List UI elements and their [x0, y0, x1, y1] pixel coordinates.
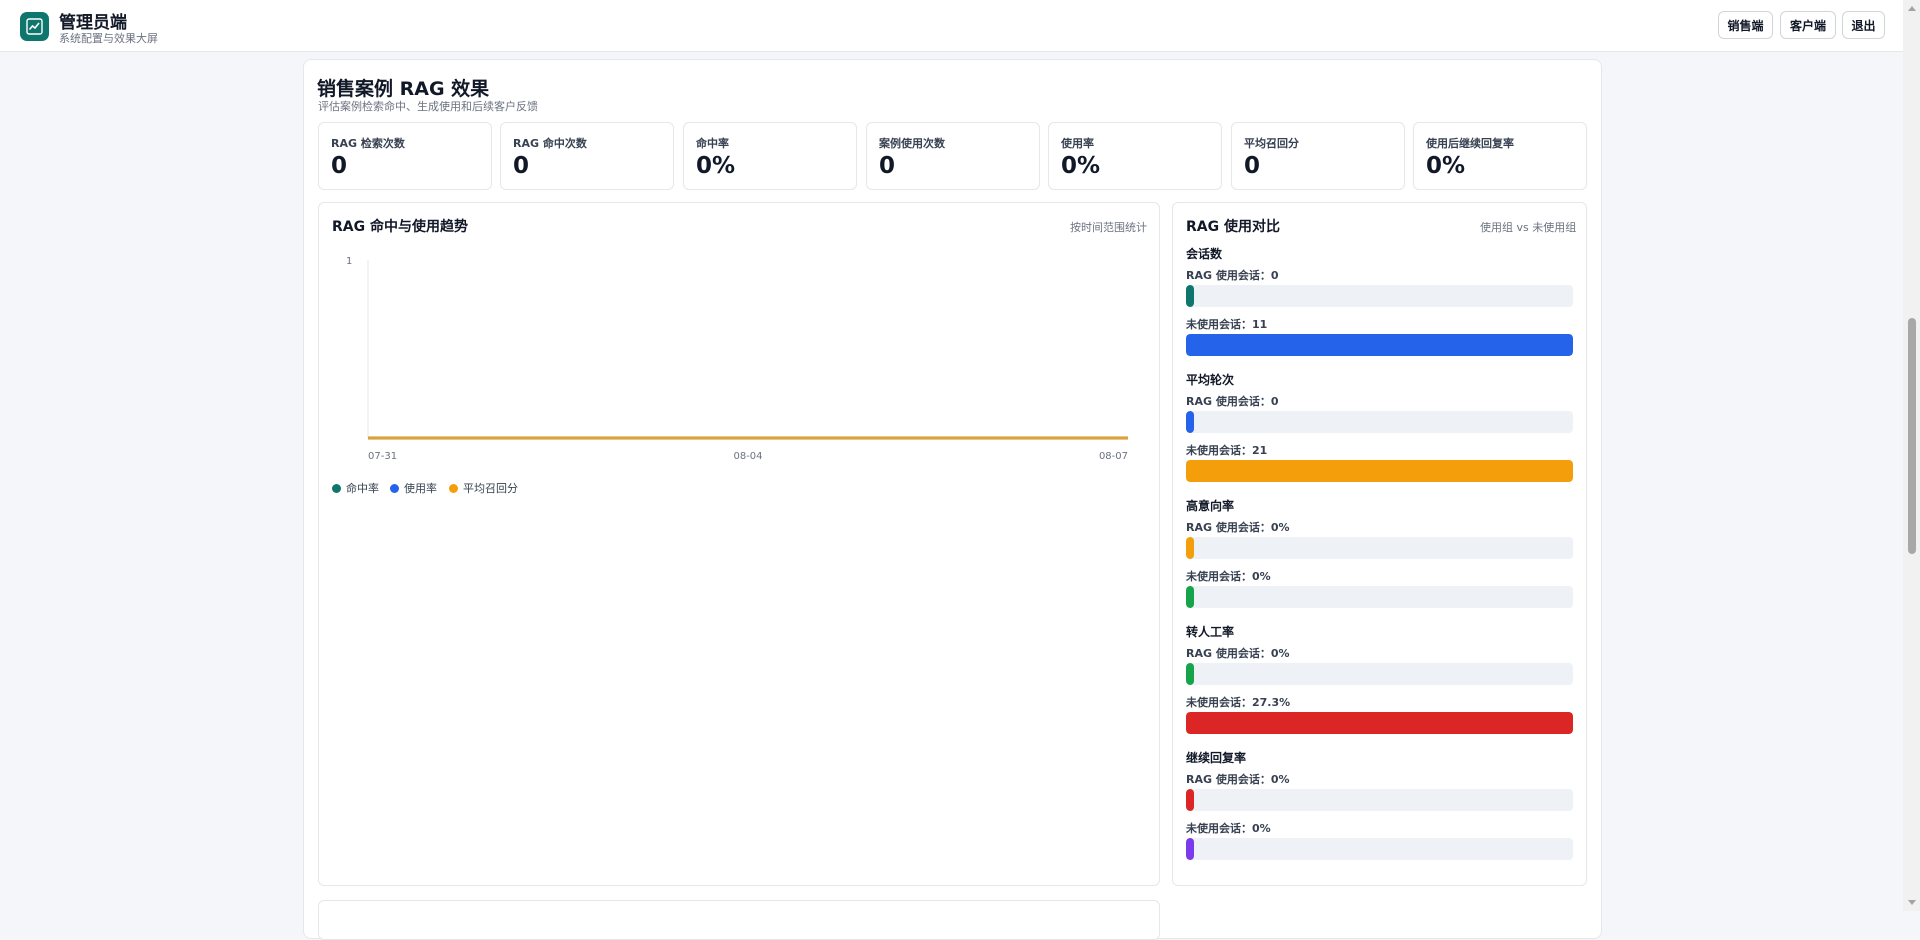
- compare-bar-track: [1186, 460, 1573, 482]
- compare-bar-fill: [1186, 411, 1194, 433]
- compare-bar-fill: [1186, 663, 1194, 685]
- compare-bar-track: [1186, 663, 1573, 685]
- stat-value: 0%: [696, 153, 736, 179]
- trend-note: 按时间范围统计: [1070, 221, 1147, 234]
- compare-bar-fill: [1186, 586, 1194, 608]
- bar-label: 未使用会话：0%: [1186, 570, 1271, 583]
- bar-label: RAG 使用会话：0%: [1186, 647, 1290, 660]
- legend-item-avg-recall: 平均召回分: [449, 480, 518, 496]
- stat-label: 命中率: [696, 137, 729, 150]
- bar-label: 未使用会话：11: [1186, 318, 1268, 331]
- bar-label: 未使用会话：27.3%: [1186, 696, 1291, 709]
- x-tick-label: 08-07: [1099, 451, 1128, 462]
- stat-value: 0: [331, 153, 348, 179]
- stat-label: 使用后继续回复率: [1426, 137, 1514, 150]
- compare-bar-track: [1186, 334, 1573, 356]
- top-bar: 管理员端 系统配置与效果大屏 销售端 客户端 退出: [0, 0, 1903, 52]
- bar-label: RAG 使用会话：0%: [1186, 773, 1290, 786]
- stat-label: 案例使用次数: [879, 137, 945, 150]
- section-title: 销售案例 RAG 效果: [317, 78, 490, 100]
- legend-label: 命中率: [346, 482, 379, 495]
- compare-bar-fill: [1186, 285, 1194, 307]
- page-scrollbar[interactable]: [1903, 0, 1920, 911]
- compare-group-high-intent-rate: 高意向率: [1186, 499, 1235, 513]
- stat-label: RAG 检索次数: [331, 137, 405, 150]
- stat-card-avg-recall-score: 平均召回分 0: [1231, 122, 1405, 190]
- compare-bar-track: [1186, 838, 1573, 860]
- y-tick-label: 1: [346, 256, 352, 267]
- stat-card-rag-hit-count: RAG 命中次数 0: [500, 122, 674, 190]
- scroll-thumb[interactable]: [1908, 318, 1916, 554]
- compare-title: RAG 使用对比: [1186, 219, 1280, 235]
- compare-bar-fill: [1186, 838, 1194, 860]
- customer-client-button[interactable]: 客户端: [1780, 11, 1836, 39]
- stat-value: 0: [879, 153, 896, 179]
- compare-bar-fill: [1186, 460, 1573, 482]
- bar-label: 未使用会话：0%: [1186, 822, 1271, 835]
- app-subtitle: 系统配置与效果大屏: [59, 32, 158, 45]
- compare-group-session-count: 会话数: [1186, 247, 1223, 261]
- app-title: 管理员端: [59, 13, 127, 33]
- legend-label: 平均召回分: [463, 482, 518, 495]
- scroll-down-arrow-icon[interactable]: [1908, 900, 1916, 905]
- stat-label: 使用率: [1061, 137, 1094, 150]
- stat-value: 0: [1244, 153, 1261, 179]
- stat-value: 0%: [1426, 153, 1466, 179]
- compare-bar-fill: [1186, 537, 1194, 559]
- next-card: [318, 900, 1160, 940]
- legend-swatch: [390, 483, 399, 493]
- logout-button[interactable]: 退出: [1842, 11, 1885, 39]
- x-tick-label: 08-04: [733, 451, 762, 462]
- stat-label: 平均召回分: [1244, 137, 1299, 150]
- bar-label: RAG 使用会话：0%: [1186, 521, 1290, 534]
- compare-bar-track: [1186, 789, 1573, 811]
- stat-card-case-use-count: 案例使用次数 0: [866, 122, 1040, 190]
- compare-group-avg-turns: 平均轮次: [1186, 373, 1235, 387]
- stat-value: 0%: [1061, 153, 1101, 179]
- compare-bar-fill: [1186, 712, 1573, 734]
- x-tick-label: 07-31: [368, 451, 397, 462]
- bar-label: RAG 使用会话：0: [1186, 395, 1279, 408]
- compare-group-continue-reply-rate: 继续回复率: [1186, 751, 1247, 765]
- compare-bar-fill: [1186, 789, 1194, 811]
- stat-value: 0: [513, 153, 530, 179]
- stat-label: RAG 命中次数: [513, 137, 587, 150]
- compare-bar-track: [1186, 712, 1573, 734]
- stat-card-hit-rate: 命中率 0%: [683, 122, 857, 190]
- stat-card-continue-reply-rate: 使用后继续回复率 0%: [1413, 122, 1587, 190]
- compare-bar-track: [1186, 411, 1573, 433]
- compare-note: 使用组 vs 未使用组: [1480, 221, 1577, 234]
- trend-card: [318, 202, 1160, 886]
- compare-bar-track: [1186, 586, 1573, 608]
- trend-logo-icon: [20, 12, 49, 41]
- section-subtitle: 评估案例检索命中、生成使用和后续客户反馈: [318, 100, 538, 113]
- scroll-up-arrow-icon[interactable]: [1908, 6, 1916, 11]
- stat-card-rag-search-count: RAG 检索次数 0: [318, 122, 492, 190]
- sales-client-button[interactable]: 销售端: [1718, 11, 1773, 39]
- legend-swatch: [332, 483, 341, 493]
- legend-label: 使用率: [404, 482, 437, 495]
- compare-group-handoff-rate: 转人工率: [1186, 625, 1235, 639]
- legend-swatch: [449, 483, 458, 493]
- legend-item-hit-rate: 命中率: [332, 480, 379, 496]
- trend-line-chart: 1 07-31 08-04 08-07: [346, 256, 1128, 462]
- legend-item-use-rate: 使用率: [390, 480, 437, 496]
- trend-title: RAG 命中与使用趋势: [332, 219, 468, 235]
- compare-bar-track: [1186, 285, 1573, 307]
- compare-bar-fill: [1186, 334, 1573, 356]
- bar-label: 未使用会话：21: [1186, 444, 1268, 457]
- bar-label: RAG 使用会话：0: [1186, 269, 1279, 282]
- compare-bar-track: [1186, 537, 1573, 559]
- stat-card-use-rate: 使用率 0%: [1048, 122, 1222, 190]
